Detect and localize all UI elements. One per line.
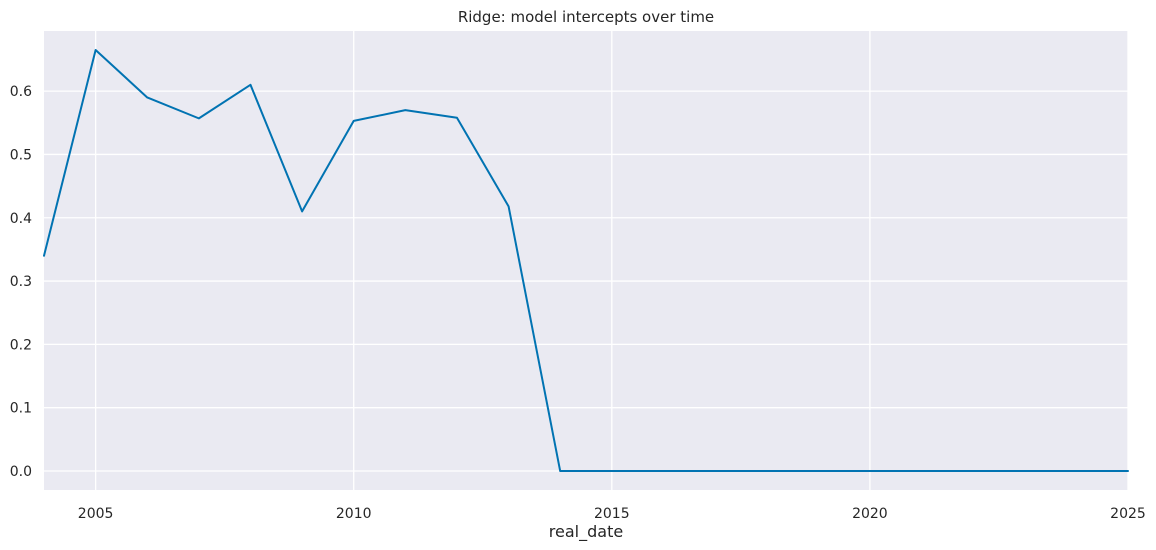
chart-title: Ridge: model intercepts over time	[458, 8, 714, 26]
y-tick-label: 0.6	[10, 84, 32, 100]
y-axis-ticks: 0.0 0.1 0.2 0.3 0.4 0.5 0.6	[10, 84, 32, 480]
plot-area	[44, 31, 1128, 490]
y-tick-label: 0.5	[10, 147, 32, 163]
x-tick-label: 2005	[78, 506, 114, 522]
y-tick-label: 0.2	[10, 337, 32, 353]
series-layer	[43, 48, 1129, 473]
y-tick-label: 0.0	[10, 464, 32, 480]
y-tick-label: 0.3	[10, 274, 32, 290]
x-tick-label: 2010	[336, 506, 372, 522]
y-tick-label: 0.4	[10, 211, 32, 227]
grid-lines	[44, 31, 1129, 490]
x-tick-label: 2020	[852, 506, 888, 522]
x-axis-ticks: 2005 2010 2015 2020 2025	[78, 506, 1146, 522]
y-tick-label: 0.1	[10, 401, 32, 417]
x-tick-label: 2015	[594, 506, 630, 522]
series-line	[43, 48, 1129, 473]
x-axis-label: real_date	[549, 522, 623, 542]
x-tick-label: 2025	[1110, 506, 1146, 522]
